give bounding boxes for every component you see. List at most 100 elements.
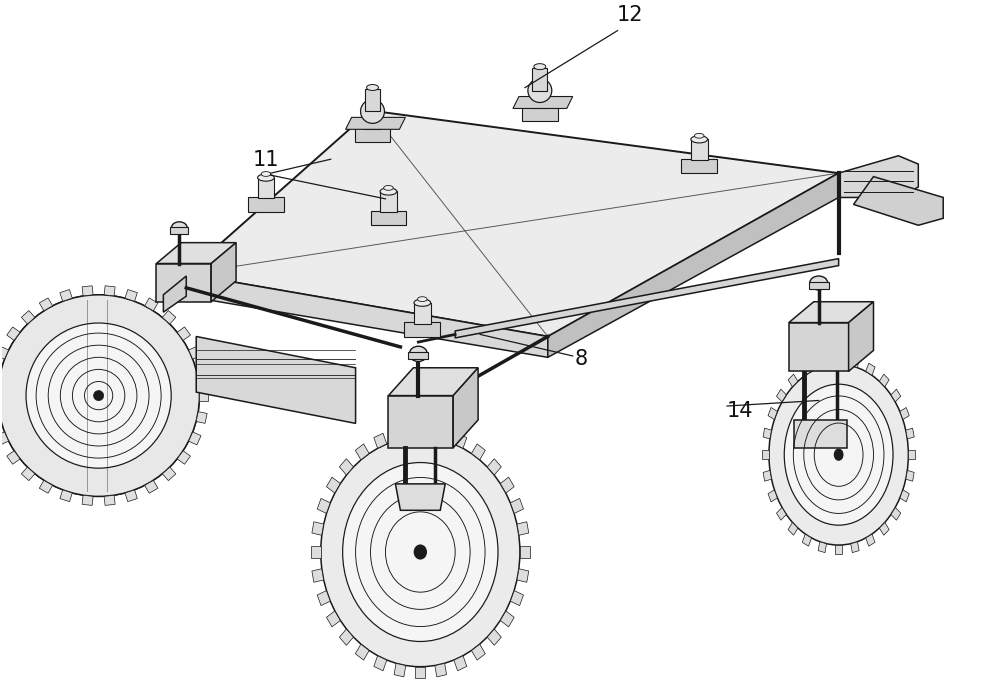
Polygon shape <box>435 663 447 677</box>
Polygon shape <box>177 451 190 464</box>
Polygon shape <box>788 523 798 535</box>
Ellipse shape <box>528 79 552 103</box>
Ellipse shape <box>418 297 427 302</box>
FancyBboxPatch shape <box>809 282 829 289</box>
Polygon shape <box>900 490 909 502</box>
Polygon shape <box>763 470 771 481</box>
Ellipse shape <box>414 299 431 306</box>
Ellipse shape <box>409 346 427 362</box>
Polygon shape <box>156 243 236 264</box>
Ellipse shape <box>367 84 378 91</box>
Polygon shape <box>163 276 186 312</box>
Polygon shape <box>326 611 340 627</box>
FancyBboxPatch shape <box>355 128 390 142</box>
Circle shape <box>0 295 199 496</box>
Polygon shape <box>0 346 9 359</box>
Polygon shape <box>317 591 330 606</box>
Polygon shape <box>39 480 53 493</box>
Polygon shape <box>789 322 849 371</box>
Polygon shape <box>196 336 356 424</box>
Ellipse shape <box>343 463 498 641</box>
Polygon shape <box>162 311 176 324</box>
Polygon shape <box>156 264 211 302</box>
Polygon shape <box>794 420 847 447</box>
FancyBboxPatch shape <box>531 87 548 108</box>
Polygon shape <box>189 346 201 359</box>
Polygon shape <box>818 357 827 368</box>
Polygon shape <box>891 507 901 520</box>
Polygon shape <box>891 389 901 402</box>
FancyBboxPatch shape <box>408 352 428 359</box>
Polygon shape <box>7 451 20 464</box>
Polygon shape <box>879 374 889 387</box>
FancyBboxPatch shape <box>364 108 381 129</box>
Ellipse shape <box>321 438 520 667</box>
Polygon shape <box>415 667 425 678</box>
Polygon shape <box>900 408 909 419</box>
Polygon shape <box>211 243 236 302</box>
Polygon shape <box>394 427 406 440</box>
Polygon shape <box>104 285 115 296</box>
Polygon shape <box>189 432 201 445</box>
FancyBboxPatch shape <box>170 228 188 234</box>
Text: 11: 11 <box>253 149 279 170</box>
Polygon shape <box>839 156 918 198</box>
FancyBboxPatch shape <box>365 89 380 112</box>
Polygon shape <box>199 391 208 401</box>
Text: 14: 14 <box>727 401 754 421</box>
Polygon shape <box>346 117 405 129</box>
FancyBboxPatch shape <box>248 198 284 211</box>
Polygon shape <box>326 477 340 493</box>
Polygon shape <box>510 498 523 514</box>
Polygon shape <box>177 327 190 341</box>
Polygon shape <box>395 484 445 510</box>
Polygon shape <box>388 368 478 396</box>
Polygon shape <box>777 507 786 520</box>
Polygon shape <box>435 427 447 440</box>
Polygon shape <box>908 450 915 459</box>
Polygon shape <box>510 591 523 606</box>
Polygon shape <box>866 363 875 376</box>
Polygon shape <box>0 412 1 424</box>
Polygon shape <box>186 274 548 357</box>
Ellipse shape <box>694 133 704 138</box>
Polygon shape <box>768 490 777 502</box>
Polygon shape <box>60 290 72 302</box>
Polygon shape <box>906 428 914 439</box>
Ellipse shape <box>171 222 187 235</box>
Polygon shape <box>125 290 137 302</box>
Polygon shape <box>454 656 467 671</box>
Polygon shape <box>500 611 514 627</box>
Ellipse shape <box>834 450 843 460</box>
Polygon shape <box>818 542 827 553</box>
Polygon shape <box>453 368 478 447</box>
Polygon shape <box>487 629 501 645</box>
Polygon shape <box>802 363 812 376</box>
Circle shape <box>0 295 199 496</box>
FancyBboxPatch shape <box>258 177 274 198</box>
Polygon shape <box>851 542 859 553</box>
Polygon shape <box>906 470 914 481</box>
Text: 8: 8 <box>575 349 588 369</box>
FancyBboxPatch shape <box>414 303 431 324</box>
Polygon shape <box>374 656 387 671</box>
Polygon shape <box>125 490 137 502</box>
Polygon shape <box>802 534 812 547</box>
FancyBboxPatch shape <box>681 159 717 173</box>
Polygon shape <box>311 547 321 558</box>
Polygon shape <box>0 368 1 380</box>
Polygon shape <box>82 496 93 505</box>
Polygon shape <box>60 490 72 502</box>
Polygon shape <box>145 480 158 493</box>
Polygon shape <box>777 389 786 402</box>
Polygon shape <box>415 426 425 438</box>
Ellipse shape <box>261 172 271 177</box>
Polygon shape <box>487 459 501 475</box>
Circle shape <box>94 391 104 401</box>
Ellipse shape <box>810 276 828 290</box>
Ellipse shape <box>384 186 393 191</box>
Circle shape <box>26 323 171 468</box>
Ellipse shape <box>535 81 545 86</box>
Polygon shape <box>312 522 324 535</box>
FancyBboxPatch shape <box>404 322 440 336</box>
